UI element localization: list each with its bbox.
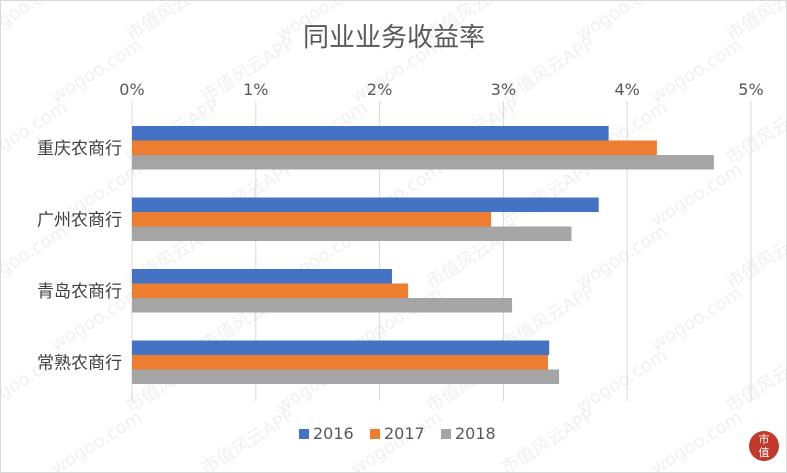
category-label: 广州农商行 xyxy=(37,210,122,230)
watermark-text: 市值风云APP xyxy=(498,405,599,472)
bar-2016-1 xyxy=(132,197,599,212)
x-tick-label: 4% xyxy=(615,80,640,99)
bar-2017-3 xyxy=(132,355,548,370)
category-label: 重庆农商行 xyxy=(37,139,122,159)
bar-2018-0 xyxy=(132,155,714,170)
category-label: 常熟农商行 xyxy=(37,352,122,373)
watermark-text: 市值风云APP xyxy=(723,95,786,169)
watermark-text: wogoo.com xyxy=(648,35,747,107)
legend-label: 2016 xyxy=(313,424,354,443)
watermark-text: 市值风云APP xyxy=(198,405,299,472)
watermark-text: 市值风云APP xyxy=(123,1,224,45)
bar-2017-2 xyxy=(132,283,409,298)
legend-swatch-2018 xyxy=(441,429,451,439)
legend-swatch-2017 xyxy=(370,429,380,439)
brand-logo: 市 值 xyxy=(749,431,779,461)
bar-2018-3 xyxy=(132,369,560,384)
x-tick-label: 0% xyxy=(119,80,144,99)
watermark-text: wogoo.com xyxy=(1,1,71,45)
legend-label: 2017 xyxy=(384,424,425,443)
watermark-text: 市值风云APP xyxy=(723,343,786,417)
watermark-text: wogoo.com xyxy=(48,407,147,472)
x-tick-label: 2% xyxy=(367,80,392,99)
watermark-text: 市值风云APP xyxy=(723,219,786,293)
logo-circle xyxy=(749,431,779,461)
x-axis-ticks: 0% 1% 2% 3% 4% 5% xyxy=(119,80,763,99)
bar-2017-1 xyxy=(132,212,492,227)
category-label: 青岛农商行 xyxy=(37,282,122,302)
bar-2016-0 xyxy=(132,126,609,141)
logo-char-2: 值 xyxy=(759,446,770,459)
bars xyxy=(132,126,714,384)
legend-label: 2018 xyxy=(455,424,496,443)
watermark-text: wogoo.com xyxy=(648,159,747,231)
legend-swatch-2016 xyxy=(299,429,309,439)
x-tick-label: 5% xyxy=(738,80,763,99)
bar-2017-0 xyxy=(132,140,657,155)
chart-title: 同业业务收益率 xyxy=(303,23,485,53)
x-tick-label: 1% xyxy=(243,80,268,99)
legend: 2016 2017 2018 xyxy=(299,424,496,443)
logo-char-1: 市 xyxy=(759,432,770,446)
watermark-text: wogoo.com xyxy=(648,407,747,472)
bar-2018-2 xyxy=(132,298,513,313)
bar-2016-3 xyxy=(132,340,550,355)
bar-2018-1 xyxy=(132,226,572,241)
x-tick-label: 3% xyxy=(491,80,516,99)
watermark-text: wogoo.com xyxy=(648,283,747,355)
bar-2016-2 xyxy=(132,269,392,284)
